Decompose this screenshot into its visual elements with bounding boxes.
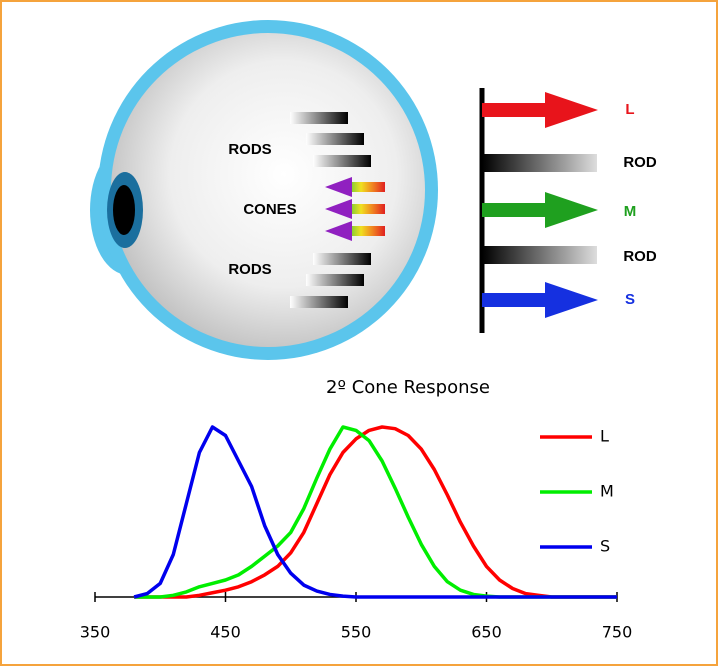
x-tick-label: 750 (602, 623, 633, 642)
legend-label: M (600, 482, 614, 501)
receptor-label: L (625, 101, 634, 118)
receptor-label: ROD (623, 154, 657, 171)
chart-title: 2º Cone Response (326, 377, 490, 398)
x-tick-label: 450 (210, 623, 241, 642)
receptor-label: S (625, 291, 635, 308)
figure: RODS CONES RODS LRODMRODS2º Cone Respons… (0, 0, 718, 666)
page: RODS CONES RODS LRODMRODS2º Cone Respons… (0, 0, 718, 666)
receptor-label: M (624, 203, 637, 220)
receptor-label: ROD (623, 248, 657, 265)
eye-label: RODS (228, 141, 271, 158)
eye-label: RODS (228, 261, 271, 278)
x-tick-label: 550 (341, 623, 372, 642)
legend-label: S (600, 537, 610, 556)
x-tick-label: 650 (471, 623, 502, 642)
legend-label: L (600, 427, 609, 446)
eye-label: CONES (243, 201, 296, 218)
x-tick-label: 350 (80, 623, 111, 642)
